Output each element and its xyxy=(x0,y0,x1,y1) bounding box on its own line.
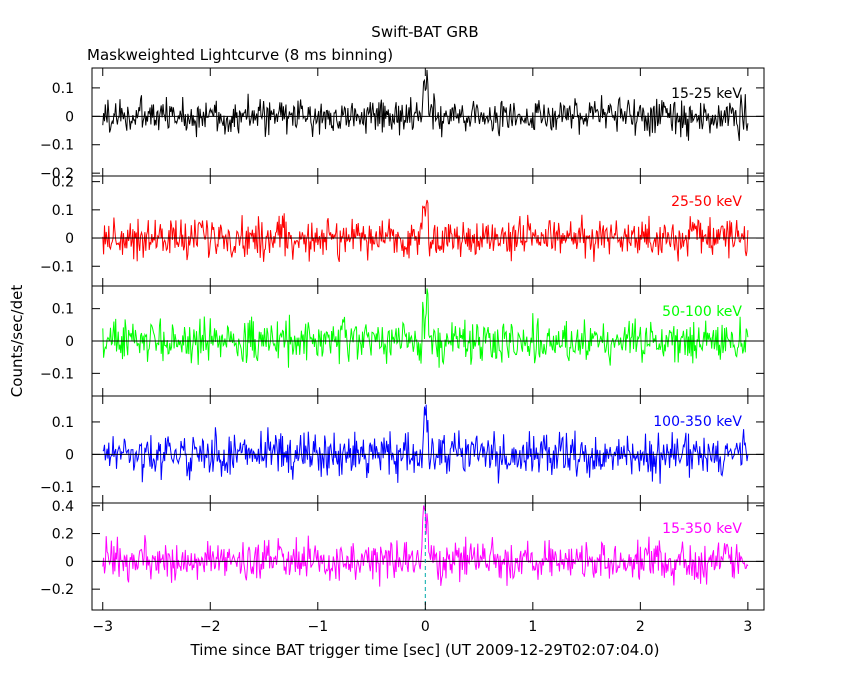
series-label: 15-25 keV xyxy=(671,86,742,102)
x-tick-label: −1 xyxy=(307,619,328,635)
panels-group: 0.1 0 −0.1 −0.2 15-25 keV 0.2 0.1 0 −0.1 25-50 ke… xyxy=(40,67,765,635)
chart-title: Swift-BAT GRB xyxy=(371,23,478,41)
chart-subtitle: Maskweighted Lightcurve (8 ms binning) xyxy=(87,46,393,64)
y-tick-label: 0.4 xyxy=(52,499,74,515)
x-tick-label: 1 xyxy=(528,619,537,635)
y-tick-label: 0.2 xyxy=(52,527,74,543)
y-axis-label: Counts/sec/det xyxy=(8,285,26,398)
x-tick-label: 2 xyxy=(636,619,645,635)
panel-4: 0.1 0 −0.1 100-350 keV xyxy=(40,395,765,504)
panel-frame xyxy=(91,502,765,611)
y-tick-label: 0 xyxy=(65,231,74,247)
panel-frame xyxy=(91,175,765,287)
y-tick-label: 0.1 xyxy=(52,415,74,431)
y-tick-label: 0 xyxy=(65,554,74,570)
series-line xyxy=(102,199,749,262)
x-tick-label: −3 xyxy=(92,619,113,635)
series-label: 50-100 keV xyxy=(662,304,742,320)
y-tick-label: 0.1 xyxy=(52,203,74,219)
y-tick-label: 0.1 xyxy=(52,302,74,318)
series-line xyxy=(102,69,749,141)
x-axis-label: Time since BAT trigger time [sec] (UT 20… xyxy=(190,641,660,659)
y-tick-label: −0.1 xyxy=(40,138,74,154)
panel-1: 0.1 0 −0.1 −0.2 15-25 keV xyxy=(40,67,765,182)
x-tick-label: −2 xyxy=(200,619,221,635)
y-tick-label: 0 xyxy=(65,109,74,125)
panel-2: 0.2 0.1 0 −0.1 25-50 keV xyxy=(40,175,765,287)
y-tick-label: −0.1 xyxy=(40,366,74,382)
y-tick-label: 0 xyxy=(65,447,74,463)
x-tick-label: 3 xyxy=(743,619,752,635)
series-label: 25-50 keV xyxy=(671,194,742,210)
series-label: 15-350 keV xyxy=(662,521,742,537)
y-tick-label: −0.2 xyxy=(40,582,74,598)
panel-5: 0.4 0.2 0 −0.2 −3 −2 −1 0 1 2 3 15-350 keV xyxy=(40,499,765,635)
y-tick-label: 0.2 xyxy=(52,175,74,191)
y-tick-label: 0 xyxy=(65,334,74,350)
series-line xyxy=(102,404,749,484)
y-tick-label: −0.2 xyxy=(40,166,74,182)
y-tick-label: 0.1 xyxy=(52,81,74,97)
series-line xyxy=(102,288,749,368)
y-tick-label: −0.1 xyxy=(40,259,74,275)
panel-3: 0.1 0 −0.1 50-100 keV xyxy=(40,285,765,397)
series-label: 100-350 keV xyxy=(653,414,742,430)
x-tick-label: 0 xyxy=(421,619,430,635)
y-tick-label: −0.1 xyxy=(40,480,74,496)
